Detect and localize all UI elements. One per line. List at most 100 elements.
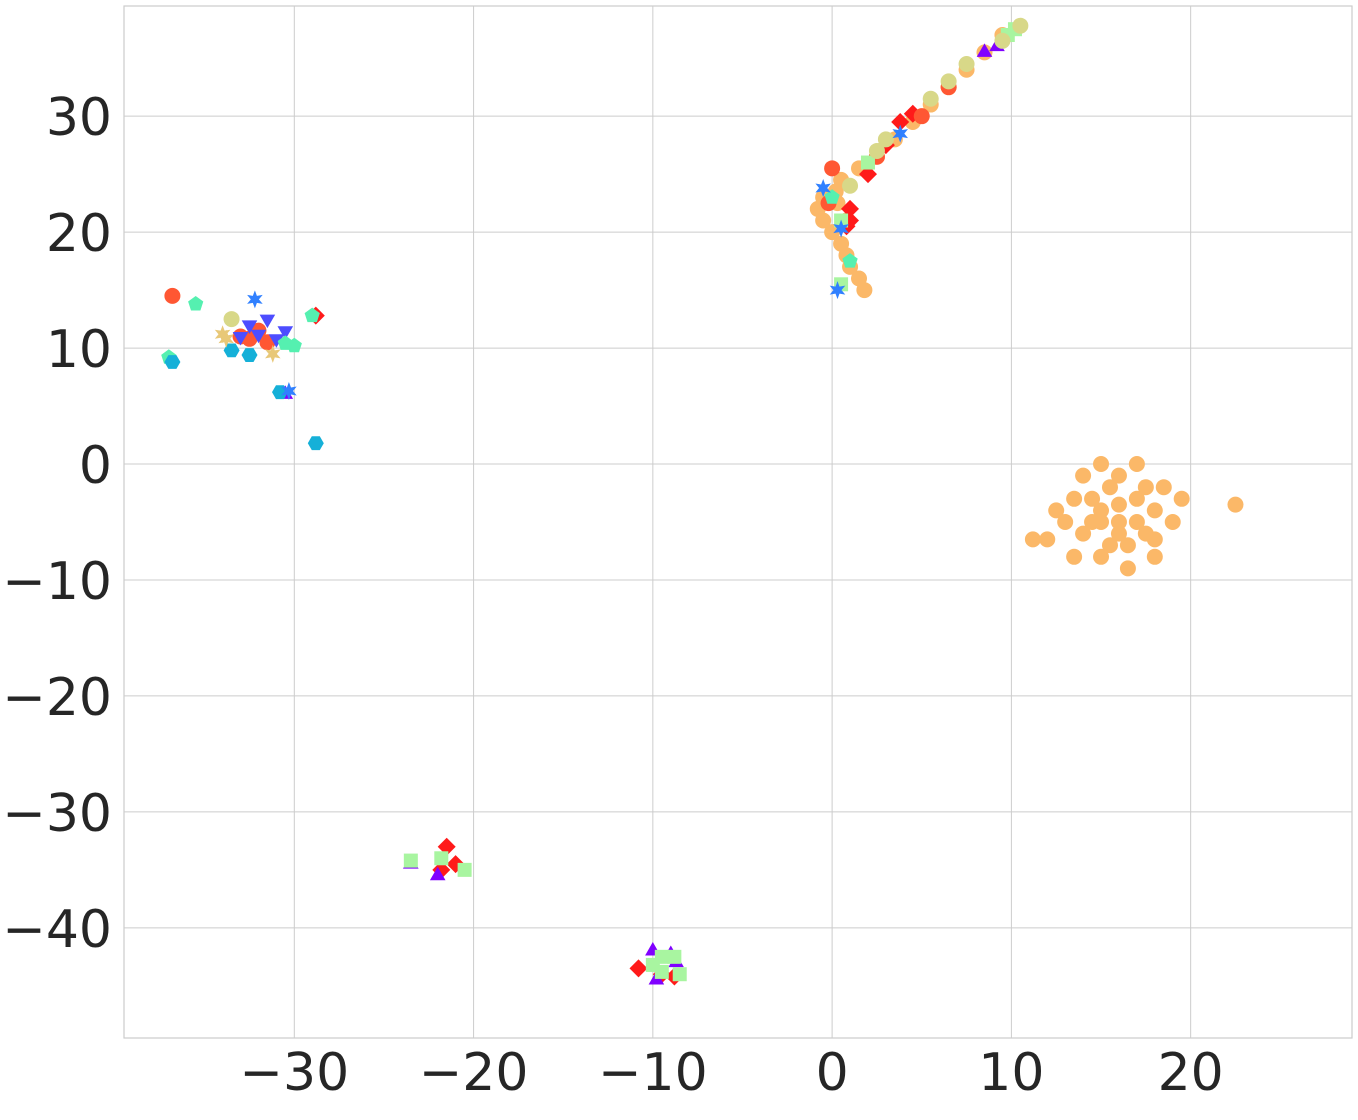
red-diamond-point [437,837,456,856]
orange-circle-point [1128,456,1145,473]
grid-lines [124,6,1352,1038]
y-tick-label: −40 [2,900,112,960]
orange-circle-point [1164,514,1181,530]
orange-circle-point [1066,548,1083,565]
tan-star-point [214,325,231,344]
orange-circle-point [1075,467,1092,484]
khaki-circle-point [994,32,1011,49]
orange-circle-point [1110,514,1127,530]
tan-star-point [265,344,281,363]
red-diamond-point [891,113,910,131]
khaki-circle-point [940,73,957,90]
teal-pentagon-point [824,189,840,204]
orange-circle-point [1146,548,1163,565]
orange-circle-point [1110,525,1127,542]
orange-circle-point [1039,531,1056,548]
x-tick-label: 10 [978,1043,1044,1103]
green-square-point [667,949,682,964]
khaki-circle-point [922,90,939,107]
tan-star-point [218,329,234,348]
orange-circle-point [1093,502,1110,519]
y-tick-label: −30 [2,784,112,844]
blue-triangle-down-point [232,332,249,346]
orange-circle-point [1024,531,1041,548]
x-tick-label: −10 [598,1043,708,1103]
orange-circle-point [1227,496,1244,513]
orange-circle-point [1093,456,1110,473]
red-diamond-point [859,165,877,184]
plot-frame [123,5,1353,1039]
green-square-point [645,957,660,972]
y-tick-label: 10 [46,320,112,380]
orange-circle-point [1075,525,1092,542]
y-tick-label: 0 [79,436,112,496]
blue-star-point [281,382,297,400]
blue-triangle-down-point [241,320,258,334]
orange-circle-point [1146,502,1163,519]
blue-star-point [892,124,908,143]
khaki-circle-point [842,177,859,194]
red-orange-circle-point [164,287,181,304]
red-orange-circle-point [913,108,930,125]
orange-circle-point [1084,490,1101,507]
orange-circle-point [1093,514,1110,530]
orange-circle-point [815,212,832,229]
orange-circle-point [1057,514,1074,530]
blue-star-point [247,290,263,309]
green-square-point [457,862,472,877]
teal-pentagon-point [188,296,204,311]
green-square-point [403,853,418,868]
orange-circle-point [1146,531,1163,548]
cyan-hexagon-point [164,355,181,369]
green-square-point [434,851,449,866]
orange-circle-point [1110,496,1127,513]
blue-triangle-down-point [250,329,267,344]
orange-circle-point [856,282,873,299]
y-tick-label: 30 [46,88,112,148]
orange-circle-point [1048,502,1065,519]
orange-circle-point [1128,490,1145,507]
teal-pentagon-point [304,307,320,323]
purple-triangle-point [429,866,446,881]
x-tick-label: 20 [1158,1043,1224,1103]
green-square-point [672,967,687,982]
blue-triangle-down-point [268,334,285,348]
x-axis-tick-labels: −30 −20 −10 0 10 20 [239,1043,1223,1103]
red-diamond-point [841,199,859,218]
orange-circle-point [1093,548,1110,565]
red-orange-circle-point [824,160,841,177]
x-tick-label: 0 [816,1043,849,1103]
y-tick-label: −20 [2,668,112,728]
khaki-circle-point [877,131,894,148]
orange-circle-point [1101,537,1118,554]
teal-pentagon-point [842,253,858,268]
blue-triangle-down-point [277,326,294,340]
blue-triangle-down-point [259,314,276,329]
khaki-circle-point [958,55,975,72]
orange-circle-point [1110,467,1127,484]
khaki-circle-point [868,142,885,159]
cyan-hexagon-point [241,348,258,362]
orange-circle-point [1128,514,1145,530]
orange-circle-point [1119,537,1136,554]
plot-background [124,6,1352,1038]
cyan-hexagon-point [223,343,240,358]
orange-circle-point [1066,490,1083,507]
orange-circle-point [1119,560,1136,577]
x-tick-label: −20 [419,1043,529,1103]
x-tick-label: −30 [239,1043,349,1103]
cyan-hexagon-point [307,436,324,451]
purple-triangle-point [976,43,993,57]
y-tick-label: −10 [2,552,112,612]
y-tick-label: 20 [46,204,112,264]
green-square-point [860,155,875,170]
blue-star-point [815,179,831,197]
orange-circle-point [1155,479,1172,496]
data-points [161,17,1244,986]
orange-circle-point [1173,490,1190,507]
teal-pentagon-point [277,335,293,350]
orange-circle-point [824,224,841,241]
orange-circle-point [1137,479,1154,496]
y-axis-tick-labels: 30 20 10 0 −10 −20 −30 −40 [2,88,112,960]
